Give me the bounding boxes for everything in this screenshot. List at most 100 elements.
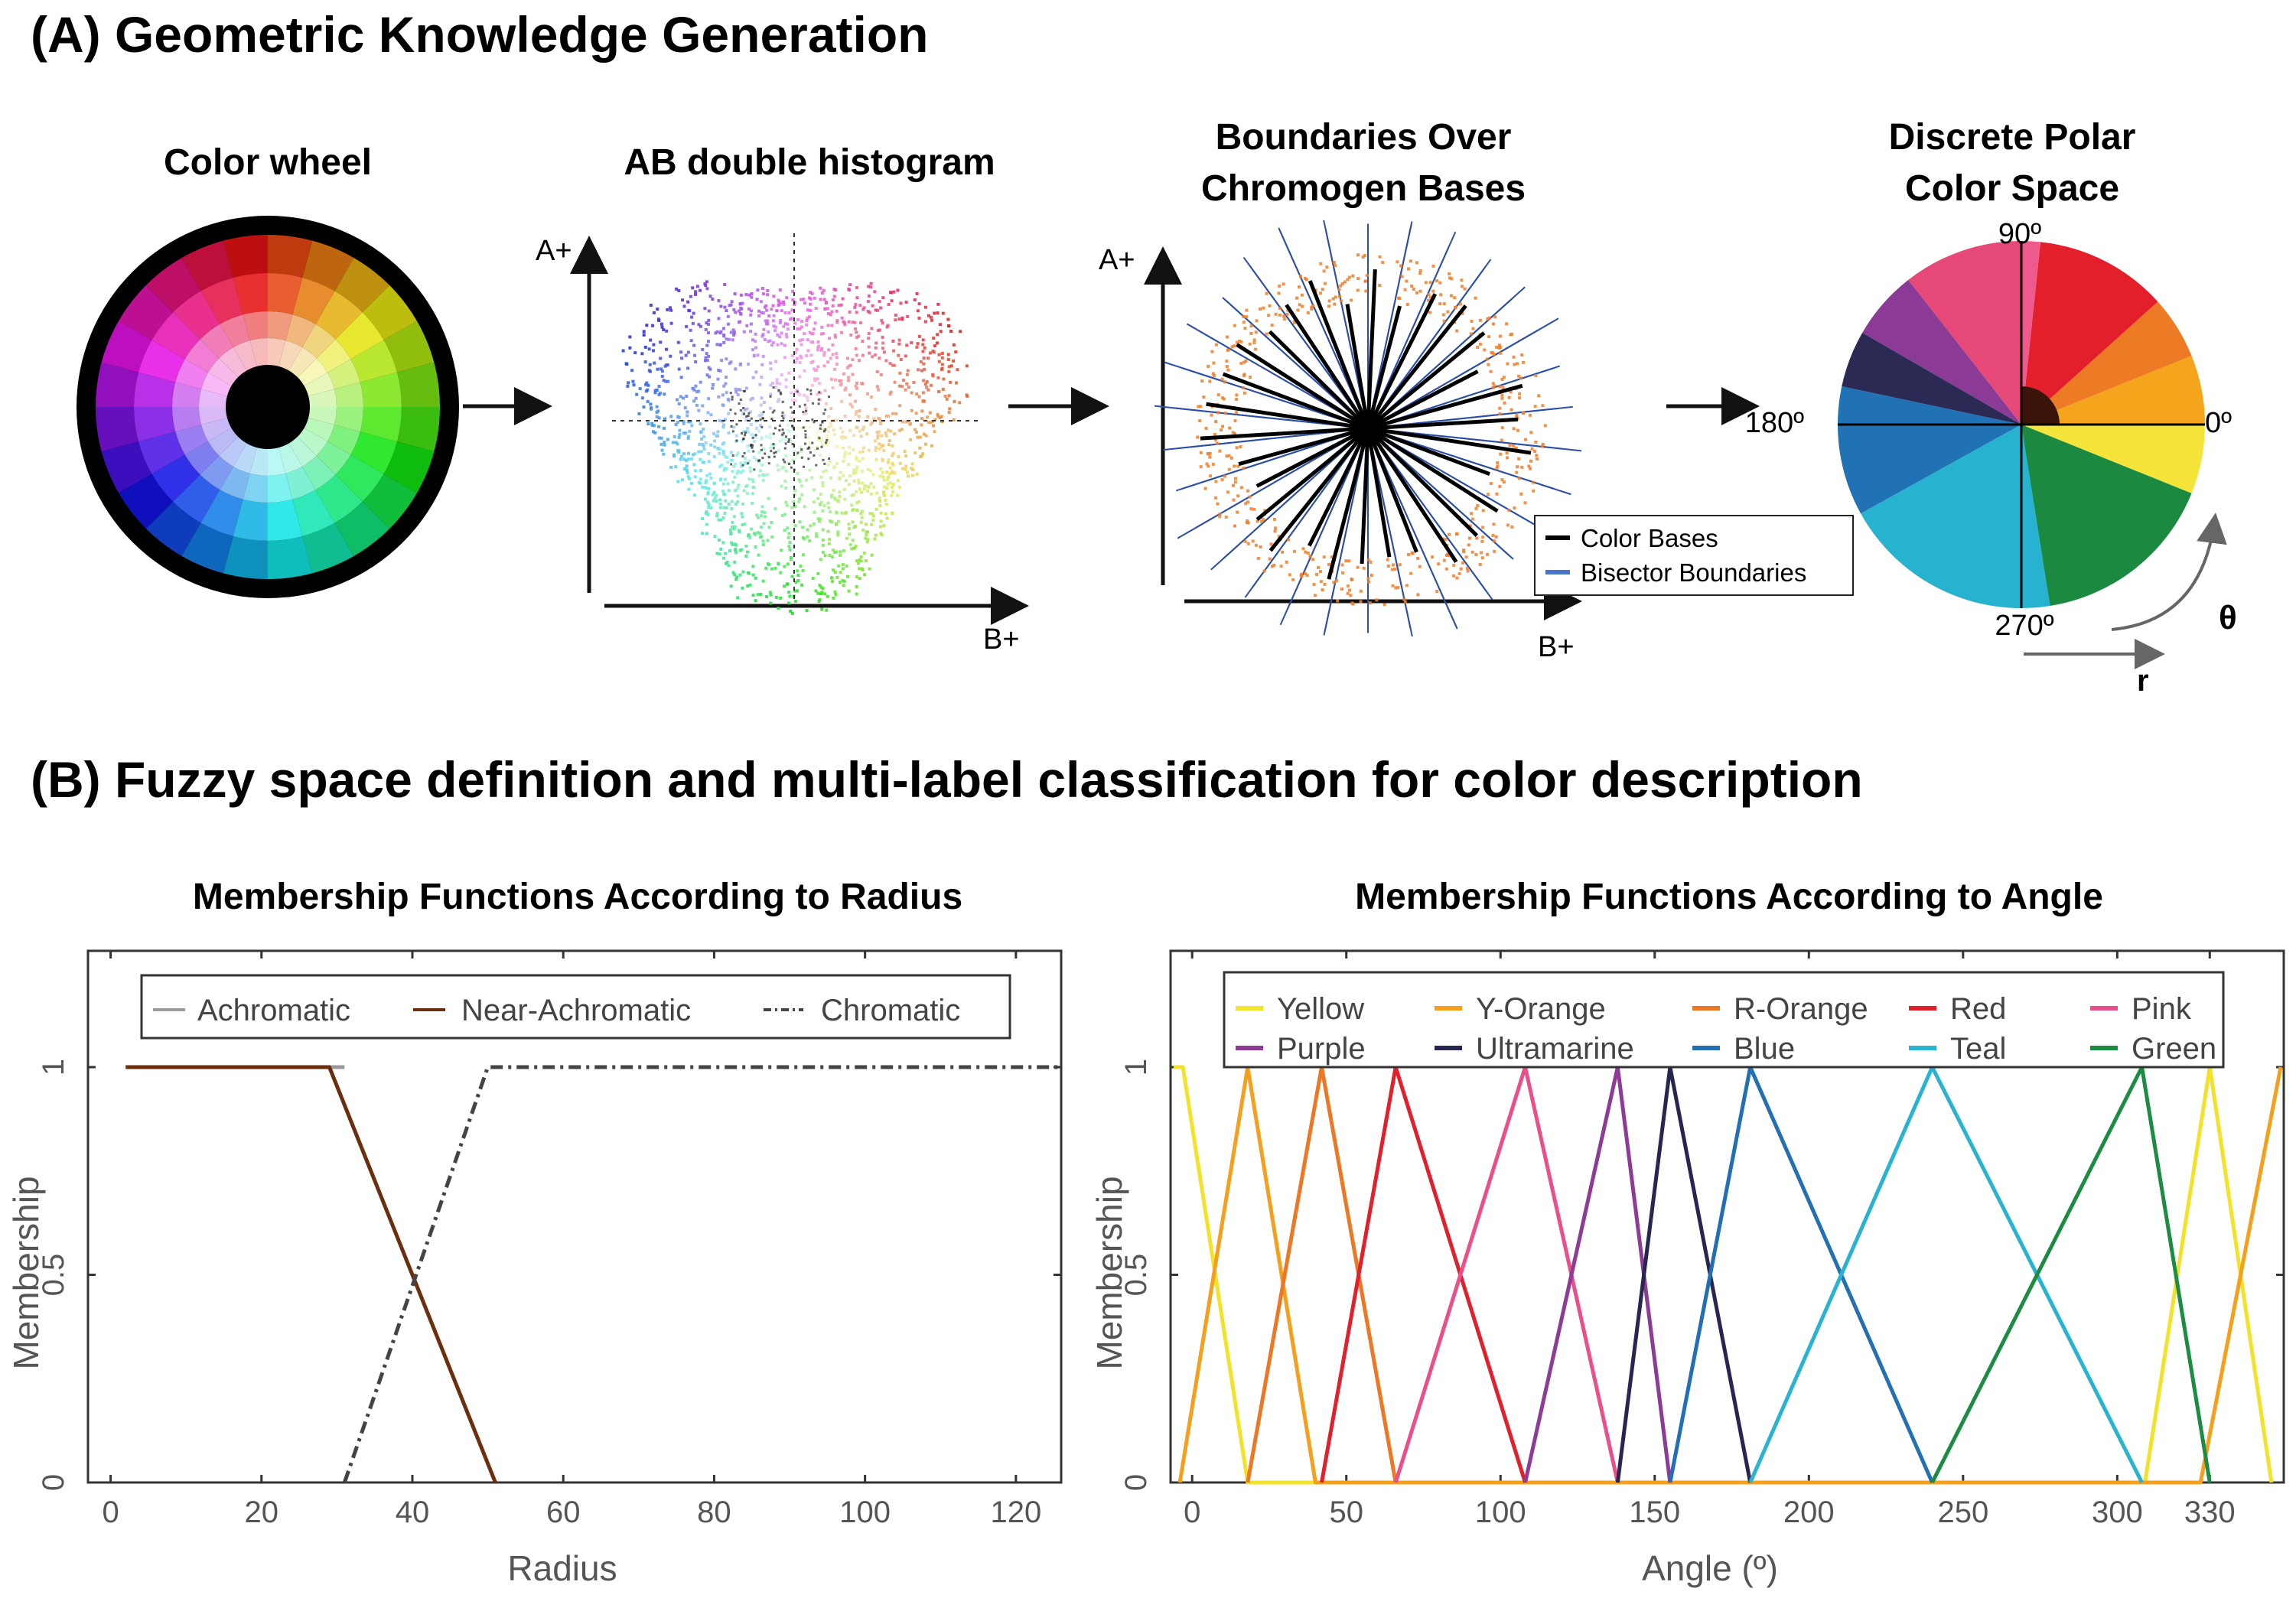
histogram-point bbox=[907, 474, 910, 478]
boundary-point bbox=[1207, 364, 1210, 368]
histogram-point bbox=[842, 549, 845, 552]
boundary-point bbox=[1483, 348, 1487, 352]
histogram-point bbox=[790, 317, 793, 321]
histogram-point bbox=[692, 388, 696, 392]
boundary-point bbox=[1369, 561, 1373, 564]
boundary-point bbox=[1518, 392, 1522, 395]
color-wheel-segment bbox=[184, 339, 220, 373]
histogram-point bbox=[814, 307, 818, 310]
legend-near-achromatic: Near-Achromatic bbox=[461, 994, 691, 1027]
histogram-point bbox=[795, 347, 799, 351]
histogram-point bbox=[745, 407, 749, 411]
histogram-point bbox=[728, 528, 732, 532]
histogram-point bbox=[645, 381, 649, 385]
histogram-point bbox=[854, 544, 858, 548]
histogram-point bbox=[828, 554, 832, 557]
histogram-point bbox=[843, 453, 847, 456]
histogram-point bbox=[666, 308, 669, 311]
histogram-point bbox=[862, 425, 866, 429]
histogram-point bbox=[700, 437, 703, 441]
boundary-point bbox=[1252, 341, 1256, 344]
histogram-point bbox=[815, 368, 818, 372]
histogram-point bbox=[915, 345, 919, 349]
histogram-point bbox=[652, 424, 656, 428]
histogram-neutral-point bbox=[823, 462, 826, 465]
histogram-point bbox=[841, 563, 845, 567]
boundary-point bbox=[1536, 457, 1539, 461]
histogram-point bbox=[699, 380, 702, 384]
histogram-point bbox=[688, 429, 692, 433]
histogram-point bbox=[882, 524, 886, 528]
histogram-point bbox=[841, 430, 845, 434]
boundary-point bbox=[1310, 308, 1314, 311]
histogram-point bbox=[725, 357, 728, 361]
boundary-point bbox=[1213, 496, 1217, 500]
histogram-point bbox=[904, 467, 907, 471]
color-wheel-segment bbox=[175, 359, 209, 389]
histogram-point bbox=[867, 285, 871, 288]
histogram-point bbox=[883, 485, 886, 489]
histogram-point bbox=[891, 412, 894, 415]
polar-wheel bbox=[1838, 241, 2205, 608]
histogram-point bbox=[689, 420, 692, 424]
histogram-point bbox=[678, 433, 682, 437]
histogram-neutral-point bbox=[811, 418, 814, 421]
histogram-point bbox=[796, 574, 800, 577]
histogram-point bbox=[874, 308, 878, 312]
histogram-point bbox=[653, 389, 657, 392]
boundary-point bbox=[1239, 340, 1243, 343]
histogram-point bbox=[923, 399, 927, 403]
histogram-point bbox=[707, 452, 711, 455]
histogram-point bbox=[709, 476, 713, 480]
polar-sector bbox=[1838, 386, 2021, 514]
boundary-point bbox=[1494, 535, 1498, 539]
histogram-point bbox=[743, 522, 747, 526]
histogram-point bbox=[927, 314, 930, 317]
histogram-point bbox=[933, 418, 937, 421]
boundary-point bbox=[1452, 574, 1456, 578]
histogram-point bbox=[855, 592, 858, 596]
ab-histogram-title: AB double histogram bbox=[624, 142, 995, 183]
histogram-point bbox=[731, 520, 734, 524]
boundary-point bbox=[1235, 411, 1238, 415]
radius-chart: Membership Functions According to Radius… bbox=[6, 877, 1063, 1588]
histogram-point bbox=[729, 584, 733, 588]
histogram-neutral-point bbox=[753, 468, 756, 471]
histogram-point bbox=[936, 311, 940, 315]
boundary-point bbox=[1505, 451, 1509, 455]
histogram-point bbox=[855, 286, 858, 289]
polar-title-line2: Color Space bbox=[1905, 168, 2119, 209]
boundary-point bbox=[1254, 543, 1258, 547]
histogram-point bbox=[745, 492, 749, 496]
histogram-point bbox=[852, 471, 856, 475]
histogram-point bbox=[738, 388, 742, 392]
x-tick-label: 150 bbox=[1629, 1495, 1680, 1529]
boundary-point bbox=[1199, 451, 1203, 454]
histogram-point bbox=[783, 480, 787, 483]
histogram-point bbox=[650, 423, 654, 427]
histogram-point bbox=[882, 478, 886, 482]
histogram-point bbox=[887, 439, 891, 442]
histogram-point bbox=[814, 589, 818, 593]
color-base-line bbox=[1367, 426, 1532, 455]
histogram-point bbox=[740, 512, 744, 516]
histogram-point bbox=[905, 343, 909, 347]
histogram-point bbox=[673, 453, 676, 457]
histogram-point bbox=[865, 432, 869, 436]
boundary-point bbox=[1268, 304, 1272, 308]
boundary-point bbox=[1334, 264, 1337, 268]
boundary-point bbox=[1346, 591, 1350, 595]
histogram-point bbox=[832, 466, 836, 470]
histogram-point bbox=[861, 446, 865, 450]
histogram-point bbox=[662, 328, 666, 331]
histogram-point bbox=[861, 340, 865, 343]
histogram-point bbox=[841, 437, 845, 441]
histogram-point bbox=[697, 323, 701, 327]
boundary-point bbox=[1267, 314, 1271, 317]
histogram-point bbox=[923, 382, 927, 386]
boundary-point bbox=[1220, 478, 1224, 482]
histogram-point bbox=[936, 333, 939, 337]
histogram-point bbox=[712, 454, 716, 458]
histogram-point bbox=[809, 308, 813, 312]
histogram-point bbox=[882, 350, 886, 354]
